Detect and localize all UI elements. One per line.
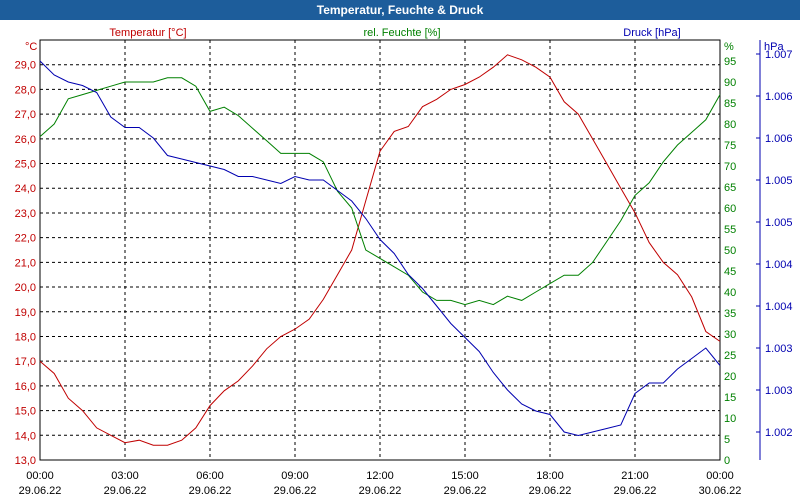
pressure-unit-label: hPa xyxy=(764,41,784,53)
pressure-tick-label: 1.005 xyxy=(765,217,793,229)
x-tick-date: 29.06.22 xyxy=(614,485,657,497)
x-tick-time: 03:00 xyxy=(111,470,139,482)
pressure-tick-label: 1.006 xyxy=(765,91,793,103)
x-tick-time: 18:00 xyxy=(536,470,564,482)
temperature-tick-label: 24,0 xyxy=(15,183,36,195)
x-tick-date: 29.06.22 xyxy=(104,485,147,497)
x-tick-time: 15:00 xyxy=(451,470,479,482)
temperature-tick-label: 29,0 xyxy=(15,60,36,72)
pressure-tick-label: 1.004 xyxy=(765,259,793,271)
humidity-tick-label: 5 xyxy=(724,434,730,446)
humidity-tick-label: 65 xyxy=(724,182,736,194)
temperature-tick-label: 14,0 xyxy=(15,430,36,442)
x-tick-date: 29.06.22 xyxy=(274,485,317,497)
temperature-tick-label: 15,0 xyxy=(15,406,36,418)
temperature-tick-label: 25,0 xyxy=(15,159,36,171)
humidity-tick-label: 90 xyxy=(724,77,736,89)
humidity-tick-label: 15 xyxy=(724,392,736,404)
temperature-unit-label: °C xyxy=(25,41,37,53)
humidity-tick-label: 30 xyxy=(724,329,736,341)
temperature-tick-label: 16,0 xyxy=(15,381,36,393)
humidity-tick-label: 55 xyxy=(724,224,736,236)
series-line-pressure xyxy=(39,60,721,437)
pressure-tick-label: 1.003 xyxy=(765,385,793,397)
humidity-tick-label: 40 xyxy=(724,287,736,299)
temperature-tick-label: 22,0 xyxy=(15,233,36,245)
pressure-tick-label: 1.006 xyxy=(765,133,793,145)
humidity-unit-label: % xyxy=(724,41,734,53)
x-tick-date: 29.06.22 xyxy=(189,485,232,497)
x-tick-date: 29.06.22 xyxy=(19,485,62,497)
temperature-tick-label: 21,0 xyxy=(15,257,36,269)
pressure-tick-label: 1.007 xyxy=(765,49,793,61)
grid xyxy=(39,39,721,461)
legend-humidity: rel. Feuchte [%] xyxy=(363,27,440,39)
series-layer xyxy=(39,54,721,446)
humidity-tick-label: 10 xyxy=(724,413,736,425)
humidity-tick-label: 80 xyxy=(724,119,736,131)
x-tick-date: 29.06.22 xyxy=(529,485,572,497)
humidity-tick-label: 20 xyxy=(724,371,736,383)
x-tick-time: 21:00 xyxy=(621,470,649,482)
humidity-tick-label: 35 xyxy=(724,308,736,320)
temperature-tick-label: 18,0 xyxy=(15,331,36,343)
x-tick-time: 06:00 xyxy=(196,470,224,482)
legend-pressure: Druck [hPa] xyxy=(623,27,680,39)
temperature-tick-label: 17,0 xyxy=(15,356,36,368)
temperature-tick-label: 27,0 xyxy=(15,109,36,121)
humidity-tick-label: 50 xyxy=(724,245,736,257)
humidity-tick-label: 70 xyxy=(724,161,736,173)
humidity-tick-label: 25 xyxy=(724,350,736,362)
axes: 13,0 14,0 15,0 16,0 17,0 18,0 19,0 20,0 21,0 22,0… xyxy=(15,27,793,497)
temperature-tick-label: 28,0 xyxy=(15,84,36,96)
series-line-temperature xyxy=(39,54,721,446)
humidity-tick-label: 45 xyxy=(724,266,736,278)
chart-title: Temperatur, Feuchte & Druck xyxy=(0,0,800,20)
pressure-tick-label: 1.002 xyxy=(765,427,793,439)
pressure-tick-label: 1.003 xyxy=(765,343,793,355)
temperature-tick-label: 13,0 xyxy=(15,455,36,467)
x-tick-time: 00:00 xyxy=(26,470,54,482)
humidity-tick-label: 85 xyxy=(724,98,736,110)
x-tick-time: 12:00 xyxy=(366,470,394,482)
temperature-tick-label: 19,0 xyxy=(15,307,36,319)
x-tick-date: 29.06.22 xyxy=(444,485,487,497)
temperature-tick-label: 23,0 xyxy=(15,208,36,220)
x-tick-date: 30.06.22 xyxy=(699,485,742,497)
temperature-tick-label: 20,0 xyxy=(15,282,36,294)
humidity-tick-label: 0 xyxy=(724,455,730,467)
plot-frame xyxy=(39,39,721,461)
pressure-tick-label: 1.004 xyxy=(765,301,793,313)
series-line-humidity xyxy=(39,77,721,306)
temperature-tick-label: 26,0 xyxy=(15,134,36,146)
humidity-tick-label: 75 xyxy=(724,140,736,152)
legend-temperature: Temperatur [°C] xyxy=(109,27,186,39)
x-tick-date: 29.06.22 xyxy=(359,485,402,497)
pressure-tick-label: 1.005 xyxy=(765,175,793,187)
humidity-tick-label: 60 xyxy=(724,203,736,215)
x-tick-time: 00:00 xyxy=(706,470,734,482)
humidity-tick-label: 95 xyxy=(724,56,736,68)
x-tick-time: 09:00 xyxy=(281,470,309,482)
